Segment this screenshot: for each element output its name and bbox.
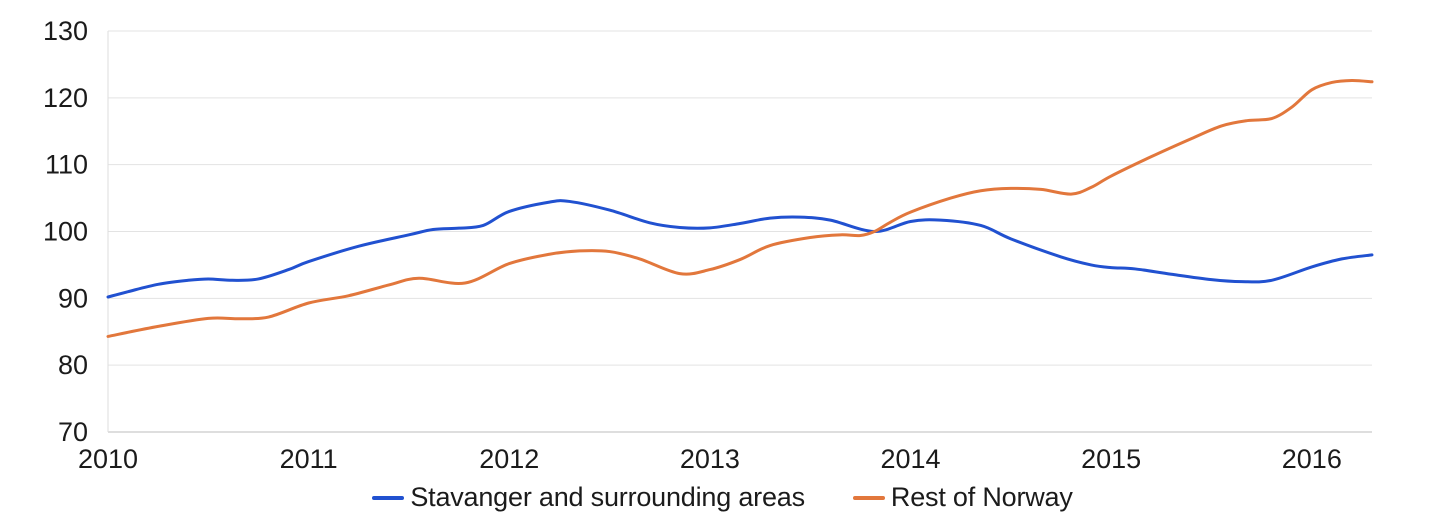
y-tick-label: 70 [58,417,88,447]
y-tick-label: 100 [43,217,88,247]
plot-area: 70 80 90 100 110 120 130 2010 2011 2012 2013 2014 20… [43,16,1374,474]
series-line-stavanger [106,199,1374,299]
x-tick-label: 2010 [78,444,138,474]
y-tick-label: 110 [45,150,88,180]
legend-item-rest-of-norway: Rest of Norway [852,482,1073,513]
x-tick-label: 2013 [680,444,740,474]
x-tick-label: 2011 [280,444,338,474]
legend-label-stavanger: Stavanger and surrounding areas [410,482,805,512]
legend-line-swatch-orange [852,495,885,500]
legend: Stavanger and surrounding areas Rest of … [0,482,1445,513]
x-tick-label: 2012 [479,444,539,474]
y-tick-label: 80 [58,350,88,380]
y-tick-label: 130 [43,16,88,46]
x-tick-label: 2014 [881,444,941,474]
x-tick-label: 2015 [1081,444,1141,474]
y-tick-label: 120 [43,83,88,113]
y-tick-label: 90 [58,283,88,313]
series-line-rest-of-norway [106,78,1374,338]
legend-label-rest-of-norway: Rest of Norway [890,482,1073,512]
x-tick-label: 2016 [1282,444,1342,474]
legend-line-swatch-blue [372,495,405,500]
legend-item-stavanger: Stavanger and surrounding areas [372,482,805,513]
